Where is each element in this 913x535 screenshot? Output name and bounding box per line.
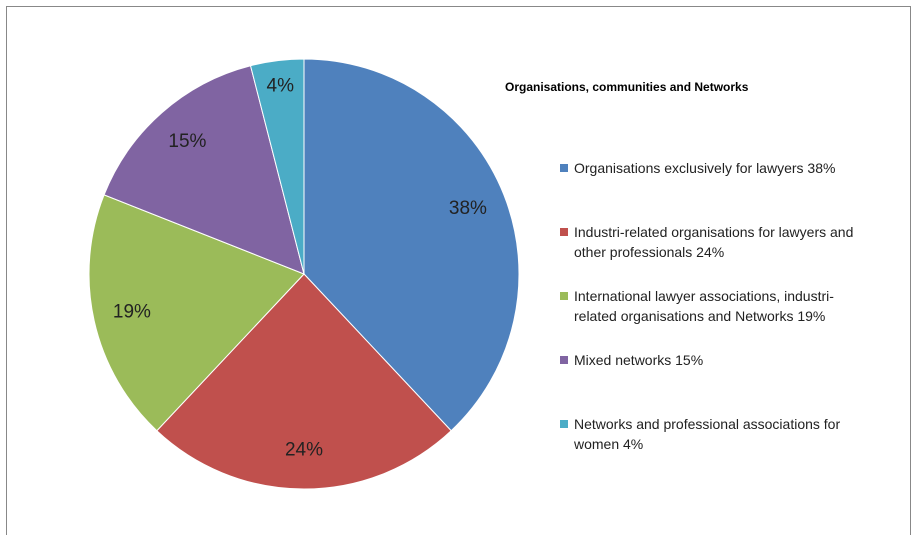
pie-slice: [249, 58, 305, 275]
legend-item: Mixed networks 15%: [560, 350, 870, 414]
legend-swatch: [560, 164, 568, 172]
legend-swatch: [560, 228, 568, 236]
legend-item: Organisations exclusively for lawyers 38…: [560, 158, 870, 222]
data-label: 15%: [168, 131, 206, 152]
legend-item: International lawyer associations, indus…: [560, 286, 870, 350]
chart-title: Organisations, communities and Networks: [505, 80, 749, 94]
pie-slice: [156, 273, 452, 490]
pie-slice: [103, 65, 305, 275]
legend: Organisations exclusively for lawyers 38…: [560, 158, 870, 478]
data-label: 38%: [449, 198, 487, 219]
legend-item: Industri-related organisations for lawye…: [560, 222, 870, 286]
legend-swatch: [560, 420, 568, 428]
data-label: 24%: [285, 439, 323, 460]
legend-swatch: [560, 292, 568, 300]
data-label: 4%: [267, 75, 295, 96]
legend-swatch: [560, 356, 568, 364]
legend-label: Mixed networks 15%: [574, 352, 704, 368]
legend-item: Networks and professional associations f…: [560, 414, 870, 478]
legend-label: International lawyer associations, indus…: [574, 288, 834, 324]
legend-label: Industri-related organisations for lawye…: [574, 224, 854, 260]
legend-label: Networks and professional associations f…: [574, 416, 841, 452]
pie-slice: [303, 58, 520, 432]
data-label: 19%: [113, 301, 151, 322]
legend-label: Organisations exclusively for lawyers 38…: [574, 160, 836, 176]
frame: [6, 6, 911, 535]
pie-slice: [88, 194, 305, 432]
